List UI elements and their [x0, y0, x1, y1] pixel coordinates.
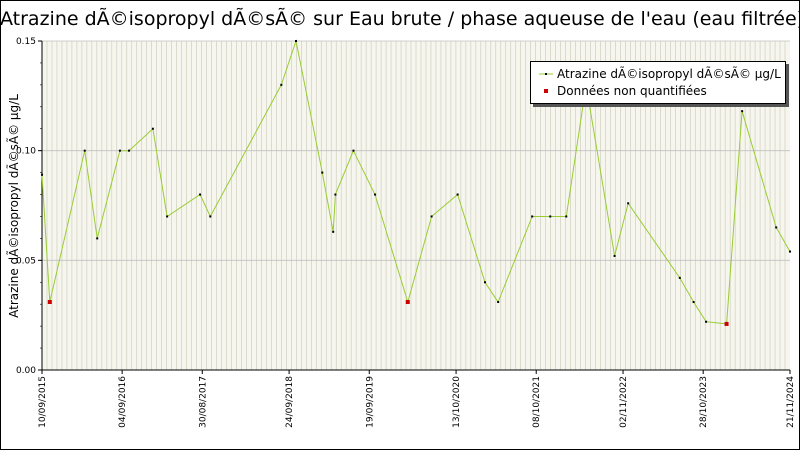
data-point: [678, 276, 681, 279]
data-point: [166, 215, 169, 218]
x-tick-label: 19/09/2019: [365, 376, 375, 428]
data-point: [199, 193, 202, 196]
legend-not-quantified-label: Données non quantifiées: [557, 84, 707, 98]
not-quantified-point: [724, 321, 729, 326]
data-point: [332, 230, 335, 233]
not-quantified-point: [47, 300, 52, 305]
data-point: [456, 193, 459, 196]
data-point: [531, 215, 534, 218]
legend-series-label: Atrazine dÃ©isopropyl dÃ©sÃ© µg/L: [557, 67, 781, 81]
data-point: [321, 171, 324, 174]
point-layer: [41, 40, 791, 326]
data-point: [789, 250, 791, 253]
data-point: [128, 149, 131, 152]
x-tick-label: 04/09/2016: [118, 376, 128, 428]
x-tick-label: 21/11/2024: [786, 376, 796, 428]
x-tick-label: 28/10/2023: [699, 376, 709, 428]
data-point: [549, 215, 552, 218]
data-point: [151, 127, 154, 130]
data-point: [775, 226, 778, 229]
y-tick-label: 0.05: [16, 256, 36, 266]
data-point: [484, 281, 487, 284]
axes-layer: [38, 40, 791, 374]
y-tick-label: 0.00: [16, 366, 36, 376]
data-point: [741, 110, 744, 113]
data-point: [334, 193, 337, 196]
tick-label-layer: 0.00 0.05 0.10 0.15 10/09/2015 04/09/2016 30/0…: [16, 37, 796, 428]
legend-not-quantified-symbol: [544, 89, 548, 93]
data-point: [83, 149, 86, 152]
data-point: [41, 173, 43, 176]
x-tick-label: 24/09/2018: [285, 376, 295, 428]
data-point: [209, 215, 212, 218]
data-point: [430, 215, 433, 218]
legend-series-symbol: [539, 73, 553, 75]
x-tick-label: 30/08/2017: [198, 376, 208, 428]
data-point: [613, 254, 616, 257]
x-tick-label: 10/09/2015: [38, 376, 48, 428]
data-point: [374, 193, 377, 196]
data-point: [96, 237, 99, 240]
data-point: [497, 301, 500, 304]
data-point: [705, 320, 708, 323]
data-point: [280, 83, 283, 86]
legend-item-not-quantified: Données non quantifiées: [531, 83, 785, 99]
legend: Atrazine dÃ©isopropyl dÃ©sÃ© µg/L Donnée…: [530, 61, 786, 104]
legend-item-series: Atrazine dÃ©isopropyl dÃ©sÃ© µg/L: [531, 66, 785, 82]
x-tick-label: 13/10/2020: [452, 376, 462, 428]
y-tick-label: 0.15: [16, 37, 36, 47]
data-point: [118, 149, 121, 152]
data-point: [565, 215, 568, 218]
x-tick-label: 02/11/2022: [619, 376, 629, 428]
data-point: [295, 40, 298, 42]
not-quantified-point: [405, 300, 410, 305]
data-point: [627, 202, 630, 205]
y-tick-label: 0.10: [16, 147, 36, 157]
data-point: [352, 149, 355, 152]
x-tick-label: 08/10/2021: [532, 376, 542, 428]
data-point: [692, 301, 695, 304]
chart-title: Atrazine dÃ©isopropyl dÃ©sÃ© sur Eau bru…: [0, 8, 800, 30]
